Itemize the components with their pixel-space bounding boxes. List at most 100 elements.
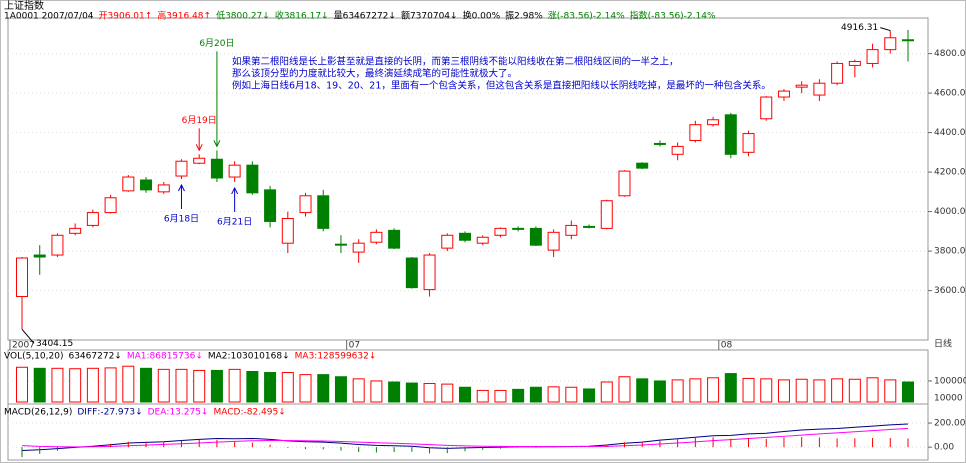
candle-body xyxy=(689,124,702,141)
candle-body xyxy=(795,84,808,88)
candle-body xyxy=(405,257,418,289)
volume-bar xyxy=(33,367,46,403)
annotation: 如果第二根阳线是长上影甚至就是直接的长阴，而第三根阴线不能以阳线收在第二根阳线区… xyxy=(232,56,679,68)
candle-body xyxy=(334,243,347,246)
candle-body xyxy=(51,234,64,256)
candle-body xyxy=(618,170,631,197)
legend-text: MA1:86815736↓ xyxy=(127,352,203,362)
candle-body xyxy=(157,184,170,193)
volume-bar xyxy=(140,367,153,403)
extreme-leader xyxy=(880,27,891,32)
candle-body xyxy=(193,157,206,164)
volume-bar xyxy=(388,381,401,403)
volume-bar xyxy=(848,378,861,403)
info-text: 开3906.01↑ xyxy=(99,11,153,22)
info-text: 量63467272↓ xyxy=(334,11,396,22)
legend-name: DEA xyxy=(148,408,168,418)
volume-bar xyxy=(317,374,330,403)
candle-body xyxy=(423,254,436,291)
y-tick-label: 200.00 xyxy=(934,419,966,429)
volume-bar xyxy=(299,374,312,403)
legend-value: :13.275↓ xyxy=(166,408,208,418)
y-tick-label: 3600.00 xyxy=(934,286,966,296)
legend-text: MA3:128599632↓ xyxy=(295,352,377,362)
candle-body xyxy=(547,231,560,251)
volume-bar xyxy=(86,367,99,403)
volume-bar xyxy=(583,388,596,403)
candle-body xyxy=(122,176,135,192)
extreme-label: 3404.15 xyxy=(36,339,73,349)
volume-bar xyxy=(122,365,135,403)
candle-body xyxy=(370,231,383,243)
volume-bar xyxy=(441,383,454,403)
volume-bar xyxy=(193,369,206,403)
candle-body xyxy=(866,49,879,64)
candle-body xyxy=(228,164,241,178)
legend-value: :-82.495↓ xyxy=(240,408,285,418)
date-mark: 6月20日 xyxy=(199,38,234,49)
info-text: 振2.98% xyxy=(505,10,543,22)
volume-bar xyxy=(884,379,897,403)
legend-name: DIFF xyxy=(77,408,97,418)
arrow-head xyxy=(231,186,239,195)
volume-bar xyxy=(405,382,418,403)
legend-name: MACD xyxy=(213,408,240,418)
volume-bar xyxy=(210,369,223,403)
volume-bar xyxy=(281,372,294,403)
candle-body xyxy=(583,225,596,228)
candle-body xyxy=(831,62,844,84)
volume-bar xyxy=(724,373,737,403)
volume-bar xyxy=(689,378,702,403)
volume-bar xyxy=(777,379,790,403)
legend-text: 63467272↓ xyxy=(68,352,121,362)
y-tick-label: 0.00 xyxy=(934,443,954,453)
volume-bar xyxy=(760,378,773,403)
volume-bar xyxy=(512,388,525,403)
info-text: 指数(-83.56)-2.14% xyxy=(630,10,716,22)
macd-line xyxy=(21,427,909,448)
candle-body xyxy=(317,195,330,229)
info-text: 高3916.48↑ xyxy=(157,10,211,22)
candle-body xyxy=(476,236,489,244)
candle-body xyxy=(16,257,28,298)
volume-bar xyxy=(742,377,755,403)
extreme-label: 4916.31 xyxy=(841,23,878,33)
volume-bar xyxy=(459,386,471,403)
volume-bar xyxy=(671,379,684,403)
candle-body xyxy=(777,90,790,98)
candle-body xyxy=(902,39,914,42)
volume-bar xyxy=(707,377,720,403)
candle-body xyxy=(565,224,578,236)
info-text: 低3800.27↓ xyxy=(216,10,270,22)
candle-body xyxy=(494,227,507,236)
candle-body xyxy=(724,114,737,155)
y-tick-label: 3800.00 xyxy=(934,247,966,257)
candle-body xyxy=(104,197,117,214)
info-text: 额7370704↓ xyxy=(401,10,458,22)
legend-text: MA2:103010168↓ xyxy=(208,352,290,362)
info-text: 1A0001 2007/07/04 xyxy=(4,12,94,22)
date-mark: 6月21日 xyxy=(217,216,252,227)
volume-bar xyxy=(636,378,649,403)
volume-bar xyxy=(600,381,613,403)
y-tick-label: 4600.00 xyxy=(934,89,966,99)
candle-body xyxy=(636,162,649,169)
candle-body xyxy=(459,232,471,241)
volume-bar xyxy=(423,382,436,403)
info-text: 换0.00% xyxy=(463,10,501,22)
candle-body xyxy=(848,60,861,66)
volume-bar xyxy=(494,389,507,403)
volume-bar xyxy=(476,389,489,403)
volume-bar xyxy=(228,368,241,403)
candle-body xyxy=(671,145,684,155)
y-tick-label: 100000 xyxy=(934,376,966,386)
candle-body xyxy=(884,37,897,51)
volume-bar xyxy=(831,378,844,403)
candle-body xyxy=(210,158,223,179)
candle-body xyxy=(600,200,613,229)
candle-body xyxy=(140,179,153,191)
candle-body xyxy=(707,119,720,126)
candle-body xyxy=(69,227,82,234)
